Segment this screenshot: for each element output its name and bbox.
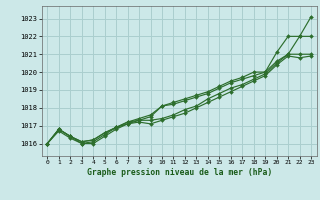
X-axis label: Graphe pression niveau de la mer (hPa): Graphe pression niveau de la mer (hPa)	[87, 168, 272, 177]
